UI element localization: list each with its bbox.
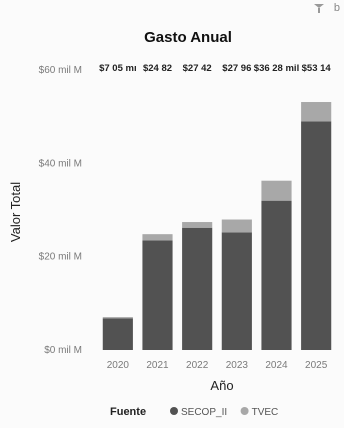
x-tick-label: 2022 [186,360,209,371]
legend-marker-tvec [240,407,249,415]
data-label-2023: $27 96 [222,63,251,74]
legend: Fuente SECOP_II TVEC [110,406,278,418]
data-label-2022: $27 42 [183,63,212,74]
legend-item-tvec[interactable]: TVEC [252,407,279,418]
bar-tvec-2020[interactable] [102,317,133,319]
bar-secop-ii-2022[interactable] [182,227,213,350]
x-axis: 2020 2021 2022 2023 2024 2025 [107,360,328,371]
y-axis-title: Valor Total [8,182,23,242]
visual-toolbar: b [296,0,344,16]
bar-tvec-2023[interactable] [221,219,252,233]
x-tick-label: 2024 [265,360,288,371]
y-tick-label: $60 mil M [39,65,82,76]
data-label-2020: $7 05 mı [99,63,137,74]
y-tick-label: $0 mil M [44,345,82,356]
x-tick-label: 2023 [226,360,249,371]
data-labels: $7 05 mı $24 82 $27 42 $27 96 $36 28 mil $53 … [99,63,331,74]
y-tick-label: $20 mil M [39,252,82,263]
data-label-2025: $53 14 [302,63,332,74]
legend-marker-secop-ii [170,407,178,415]
x-tick-label: 2021 [146,360,169,371]
bar-tvec-2021[interactable] [142,234,173,241]
ellipsis-icon[interactable]: b [333,1,340,14]
bar-secop-ii-2024[interactable] [261,200,292,350]
bar-secop-ii-2021[interactable] [142,240,173,350]
bars [102,102,332,350]
x-tick-label: 2020 [107,360,130,371]
x-axis-title: Año [210,378,233,393]
bar-secop-ii-2023[interactable] [221,232,252,350]
bar-secop-ii-2025[interactable] [301,121,332,350]
data-label-2024: $36 28 mil [254,63,299,74]
y-tick-label: $40 mil M [39,158,82,169]
bar-tvec-2024[interactable] [261,180,292,201]
bar-tvec-2022[interactable] [182,222,213,228]
bar-tvec-2025[interactable] [301,102,332,122]
bar-secop-ii-2020[interactable] [102,318,133,350]
data-label-2021: $24 82 [143,63,172,74]
filter-icon[interactable] [313,3,324,13]
x-tick-label: 2025 [305,360,328,371]
chart-title: Gasto Anual [144,29,232,46]
legend-item-secop-ii[interactable]: SECOP_II [181,407,227,418]
legend-title: Fuente [110,406,146,418]
y-axis: $0 mil M $20 mil M $40 mil M $60 mil M [39,65,82,356]
